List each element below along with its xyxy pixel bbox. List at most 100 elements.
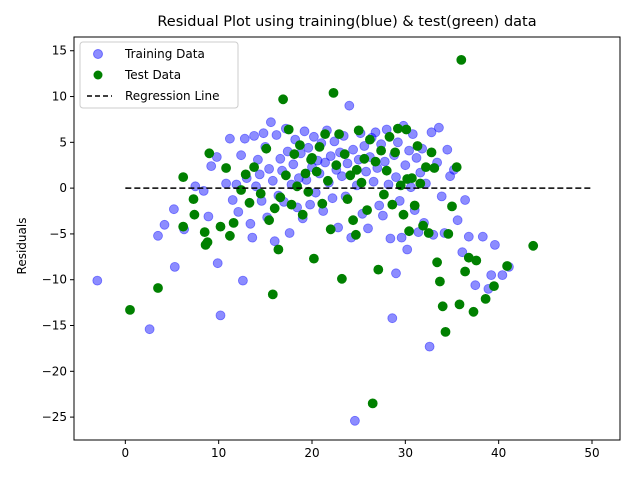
test-point (178, 221, 189, 232)
y-tick-label: 15 (52, 44, 67, 58)
test-point (460, 266, 471, 277)
test-point (437, 301, 448, 312)
training-point (404, 145, 415, 156)
training-point (405, 182, 416, 193)
training-point (348, 144, 359, 155)
y-axis-ticks: −25 −20 −15 −10 −5 0 5 10 15 (42, 44, 74, 424)
training-point (254, 169, 265, 180)
test-point (286, 199, 297, 210)
test-point (471, 255, 482, 266)
test-point (348, 215, 359, 226)
test-point (456, 55, 467, 65)
test-data-points (125, 55, 539, 409)
y-tick-label: −25 (42, 410, 67, 424)
training-point (436, 191, 447, 202)
training-point (377, 210, 388, 221)
plot-area (92, 55, 592, 426)
training-point (203, 211, 214, 222)
training-point (402, 244, 413, 255)
test-point (289, 149, 300, 160)
training-point (308, 131, 319, 142)
training-point (392, 137, 403, 148)
y-tick-label: −5 (49, 227, 67, 241)
test-point (269, 203, 280, 214)
y-tick-label: −20 (42, 364, 67, 378)
test-point (451, 162, 462, 173)
test-point (384, 131, 395, 142)
test-point (303, 186, 314, 197)
x-tick-label: 0 (122, 446, 130, 460)
training-point (349, 415, 360, 426)
training-point (426, 127, 437, 138)
test-point (432, 257, 443, 268)
test-point (387, 199, 398, 210)
training-point (470, 280, 481, 291)
training-point (265, 117, 276, 128)
test-point (224, 230, 235, 241)
training-point (271, 130, 282, 140)
x-tick-label: 30 (398, 446, 413, 460)
test-point (423, 228, 434, 238)
test-point (339, 149, 350, 160)
training-point (153, 230, 163, 241)
test-point (325, 224, 336, 235)
training-point (385, 233, 396, 244)
y-tick-label: −10 (42, 273, 67, 287)
test-point (314, 141, 325, 152)
training-point (368, 176, 379, 187)
test-point (342, 194, 353, 205)
training-point (457, 247, 468, 258)
training-point (236, 150, 247, 161)
training-point (363, 223, 373, 234)
chart-title: Residual Plot using training(blue) & tes… (157, 14, 536, 30)
x-tick-label: 40 (491, 446, 506, 460)
y-axis-label: Residuals (15, 218, 29, 275)
test-point (236, 185, 247, 195)
test-point (345, 170, 356, 181)
training-point (463, 231, 474, 242)
test-point (364, 134, 375, 145)
test-point (415, 178, 426, 189)
training-point (489, 239, 500, 250)
test-point (440, 326, 451, 337)
test-point (426, 147, 437, 158)
training-point (249, 130, 260, 141)
test-point (228, 217, 239, 228)
training-point (284, 228, 295, 238)
test-point (255, 188, 266, 199)
test-point (188, 194, 199, 205)
test-point (443, 228, 454, 239)
training-point (144, 324, 155, 335)
training-point (400, 160, 411, 171)
test-point (189, 209, 200, 220)
test-point (402, 174, 413, 184)
training-point (224, 133, 235, 144)
training-point (329, 136, 340, 147)
plot-frame (73, 36, 621, 441)
test-point (267, 289, 278, 300)
test-point (367, 398, 378, 409)
training-point (374, 200, 385, 211)
test-point (294, 140, 305, 151)
test-point (273, 244, 284, 255)
training-point (379, 156, 390, 167)
training-point (305, 199, 316, 210)
training-point (452, 215, 463, 226)
test-point (199, 227, 210, 238)
training-point (325, 151, 336, 162)
training-point (486, 270, 497, 281)
x-tick-label: 20 (304, 446, 319, 460)
training-point (361, 166, 372, 177)
test-point (351, 164, 362, 175)
test-point (429, 163, 440, 173)
test-point (240, 169, 251, 180)
test-point (300, 168, 311, 179)
training-point (168, 204, 179, 215)
test-point (418, 220, 429, 231)
training-point (460, 195, 471, 205)
training-point (391, 268, 401, 279)
test-point (278, 94, 289, 105)
test-point (502, 261, 513, 271)
training-point (342, 158, 353, 169)
